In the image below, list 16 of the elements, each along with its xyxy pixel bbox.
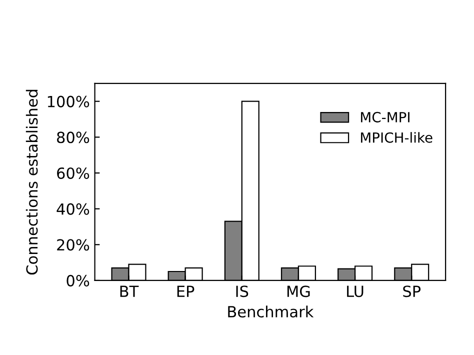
x-tick-label: EP [177, 286, 194, 297]
y-axis-title: Connections established [26, 90, 38, 275]
y-tick-label: 100% [48, 96, 90, 108]
y-tick-label: 40% [56, 203, 90, 215]
y-tick-label: 60% [57, 167, 90, 180]
x-axis-title: Benchmark [228, 306, 314, 318]
legend-label: MPICH-like [361, 132, 432, 143]
x-tick-label: SP [403, 286, 421, 298]
x-tick-label: LU [347, 286, 364, 298]
x-tick-label: IS [236, 286, 248, 298]
y-tick-label: 20% [57, 239, 90, 251]
y-tick-label: 80% [57, 132, 90, 144]
x-tick-label: MG [287, 286, 310, 298]
y-tick-label: 0% [66, 274, 90, 286]
legend-label: MC-MPI [361, 112, 410, 122]
x-tick-label: BT [120, 286, 139, 297]
